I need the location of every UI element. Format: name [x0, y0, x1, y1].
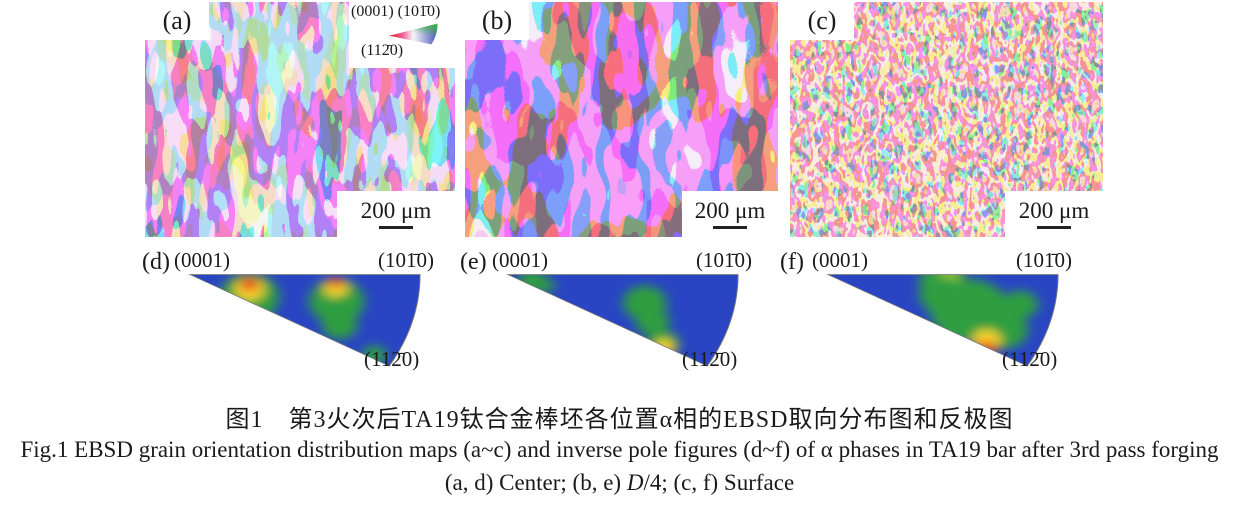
- panel-label-e: (e): [460, 249, 487, 275]
- scale-bar-line-c: [1037, 226, 1071, 230]
- ipf-d-prism2-label: (112̄0): [364, 347, 420, 371]
- scale-bar-box-c: 200 μm: [1005, 191, 1103, 237]
- scale-text-c: 200 μm: [1018, 197, 1090, 223]
- scale-bar-line-a: [379, 226, 413, 230]
- color-key-prism2-label: (112̄0): [361, 41, 404, 59]
- panel-label-c: (c): [807, 6, 837, 35]
- ipf-wedge-f: [826, 274, 1059, 367]
- color-key-prism1-label: (101̄0): [397, 3, 441, 20]
- caption-sub-prefix: (a, d) Center; (b, e): [444, 470, 627, 495]
- panel-label-a: (a): [162, 6, 192, 35]
- ipf-wedge-e: [506, 274, 739, 367]
- panel-label-f: (f): [780, 249, 804, 275]
- inverse-pole-figure-f: (f) (0001) (101̄0) (112̄0): [778, 243, 1078, 393]
- color-key-top-labels: (0001) (101̄0): [351, 3, 455, 21]
- ipf-f-basal-label: (0001): [812, 248, 868, 272]
- caption-english: Fig.1 EBSD grain orientation distributio…: [20, 437, 1219, 462]
- ipf-f-prism1-label: (101̄0): [1016, 248, 1072, 272]
- ebsd-map-c: (c) 200 μm: [790, 2, 1103, 237]
- ipf-wedge-d: [188, 274, 421, 367]
- color-key-basal-label: (0001): [351, 3, 394, 20]
- ipf-e-prism1-label: (101̄0): [696, 248, 752, 272]
- ipf-d-basal-label: (0001): [174, 248, 230, 272]
- scale-bar-box-a: 200 μm: [337, 191, 455, 237]
- inverse-pole-figure-d: (d) (0001) (101̄0) (112̄0): [140, 243, 440, 393]
- panel-label-box-a: (a): [145, 2, 209, 40]
- color-key-wedge-icon: [389, 23, 438, 44]
- scale-text-a: 200 μm: [360, 197, 432, 223]
- scale-bar-box-b: 200 μm: [682, 191, 778, 237]
- caption-chinese: 图1 第3火次后TA19钛合金棒坯各位置α相的EBSD取向分布图和反极图: [225, 407, 1014, 433]
- scale-text-b: 200 μm: [694, 197, 766, 223]
- panel-label-box-c: (c): [790, 2, 854, 40]
- caption-sub-suffix: /4; (c, f) Surface: [643, 470, 795, 495]
- ebsd-map-b: (b) 200 μm: [465, 2, 778, 237]
- ipf-color-key: (0001) (101̄0) (112̄0): [349, 2, 455, 68]
- inverse-pole-figure-e: (e) (0001) (101̄0) (112̄0): [458, 243, 758, 393]
- ipf-f-prism2-label: (112̄0): [1002, 347, 1058, 371]
- caption-subpanels: (a, d) Center; (b, e) D/4; (c, f) Surfac…: [0, 470, 1239, 496]
- caption-sub-italic-d: D: [626, 470, 644, 495]
- ebsd-map-a: (a) (0001) (101̄0) (112̄0) 200 μm: [145, 2, 455, 237]
- ipf-d-prism1-label: (101̄0): [378, 248, 434, 272]
- ipf-e-basal-label: (0001): [492, 248, 548, 272]
- panel-label-d: (d): [142, 249, 170, 275]
- panel-label-box-b: (b): [465, 2, 529, 40]
- panel-label-b: (b): [481, 6, 513, 35]
- scale-bar-line-b: [713, 226, 747, 230]
- ipf-e-prism2-label: (112̄0): [682, 347, 738, 371]
